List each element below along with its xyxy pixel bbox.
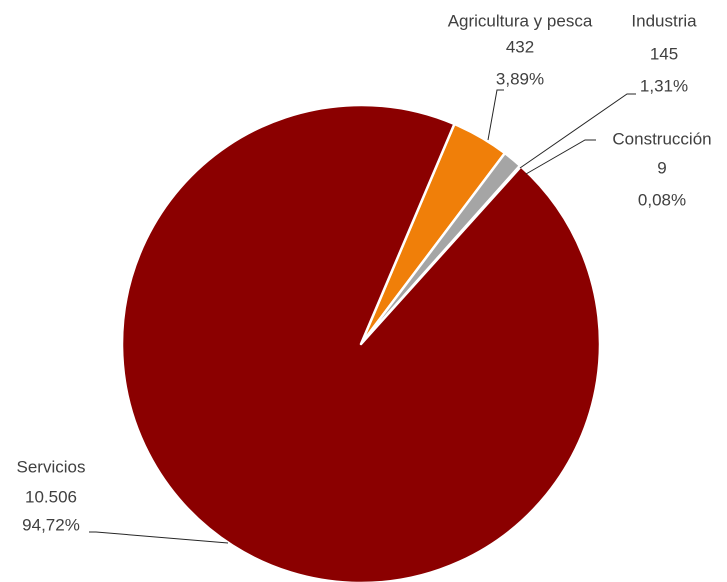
- data-label-name: Servicios: [17, 457, 86, 476]
- data-label-value: 9: [657, 158, 666, 177]
- leader-line: [519, 93, 636, 169]
- data-labels: Agricultura y pesca 432 3,89% Industria 145 1…: [17, 11, 712, 534]
- pie-slices: [120, 103, 602, 582]
- data-label-name: Agricultura y pesca: [448, 11, 593, 30]
- leader-line: [525, 139, 596, 175]
- data-label-value: 432: [506, 37, 534, 56]
- leader-lines: [89, 89, 636, 544]
- leader-line: [89, 531, 229, 544]
- data-label-percent: 3,89%: [496, 69, 544, 88]
- data-label-name: Construcción: [612, 129, 711, 148]
- data-label-percent: 1,31%: [640, 76, 688, 95]
- data-label-percent: 0,08%: [638, 190, 686, 209]
- data-label-value: 145: [650, 44, 678, 63]
- data-label-name: Industria: [631, 11, 697, 30]
- pie-slice-servicios: [120, 103, 602, 582]
- leader-line: [487, 89, 504, 141]
- data-label-value: 10.506: [25, 487, 77, 506]
- data-label-percent: 94,72%: [22, 515, 80, 534]
